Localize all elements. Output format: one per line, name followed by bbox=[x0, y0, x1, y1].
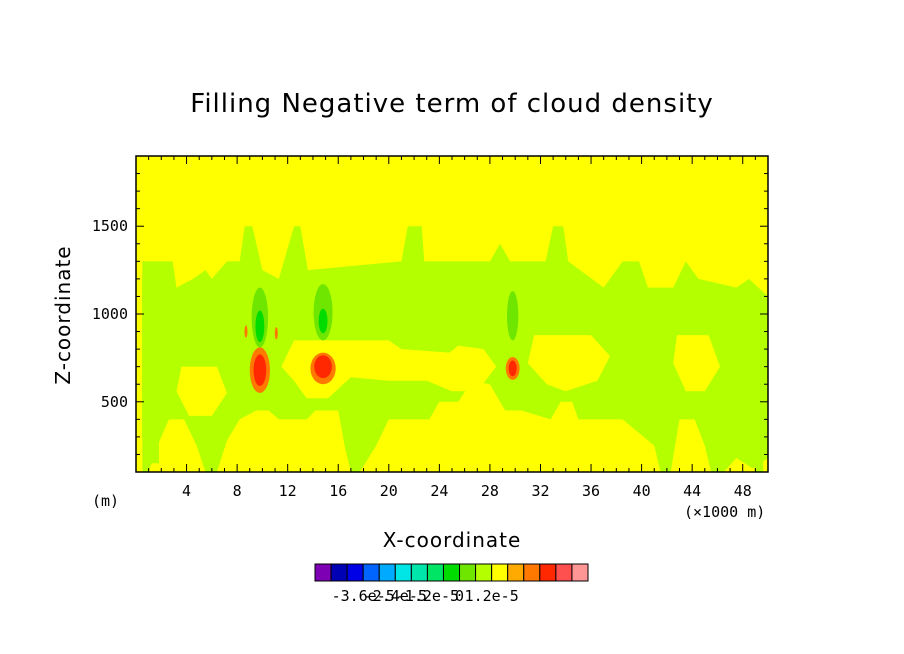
x-tick-labels: 4 8 12 16 20 24 28 32 36 40 44 48 bbox=[182, 482, 752, 500]
chart-title: Filling Negative term of cloud density bbox=[190, 89, 714, 119]
neutral-region bbox=[527, 335, 610, 392]
contour-core bbox=[253, 354, 267, 386]
colorbar-labels: -3.6e-5-2.4e-5-1.2e-50 1.2e-5 bbox=[332, 587, 519, 605]
x-tick-label: 28 bbox=[481, 482, 499, 500]
contour-core bbox=[274, 327, 278, 340]
colorbar-swatch bbox=[362, 563, 380, 582]
colorbar-swatch bbox=[346, 563, 364, 582]
x-tick-label: 8 bbox=[233, 482, 242, 500]
contour-core bbox=[244, 325, 248, 338]
contour-core bbox=[318, 308, 328, 334]
x-tick-label: 44 bbox=[683, 482, 701, 500]
x-tick-label: 12 bbox=[279, 482, 297, 500]
x-tick-label: 20 bbox=[380, 482, 398, 500]
weak-negative-streak bbox=[746, 296, 755, 455]
x-tick-label: 36 bbox=[582, 482, 600, 500]
neutral-region bbox=[281, 340, 497, 399]
y-tick-label: 500 bbox=[101, 393, 128, 411]
x-unit-right: (×1000 m) bbox=[684, 503, 765, 521]
contour-fill bbox=[136, 156, 768, 472]
plot-area bbox=[135, 155, 769, 473]
neutral-region bbox=[176, 366, 228, 416]
x-tick-label: 16 bbox=[329, 482, 347, 500]
x-tick-label: 32 bbox=[531, 482, 549, 500]
x-tick-label: 24 bbox=[430, 482, 448, 500]
colorbar-swatch bbox=[571, 563, 589, 582]
colorbar-label: -2.4e-5 bbox=[364, 587, 427, 605]
colorbar-swatch bbox=[475, 563, 493, 582]
weak-negative-streak bbox=[150, 331, 159, 464]
colorbar-swatch bbox=[378, 563, 396, 582]
colorbar-label: 0 bbox=[455, 587, 464, 605]
colorbar-swatch bbox=[459, 563, 477, 582]
contour-core bbox=[506, 291, 519, 341]
colorbar-swatch bbox=[394, 563, 412, 582]
colorbar-swatch bbox=[314, 563, 332, 582]
colorbar-label: 1.2e-5 bbox=[465, 587, 519, 605]
x-axis-label: X-coordinate bbox=[383, 528, 522, 552]
colorbar-swatch bbox=[410, 563, 428, 582]
y-tick-labels: 500 1000 1500 bbox=[92, 217, 128, 411]
colorbar-swatch bbox=[539, 563, 557, 582]
colorbar-label: -3.6e-5 bbox=[332, 587, 395, 605]
weak-negative-streak bbox=[723, 314, 732, 455]
contour-core bbox=[508, 360, 517, 377]
neutral-region bbox=[673, 335, 720, 392]
colorbar-swatch bbox=[491, 563, 509, 582]
x-tick-label: 48 bbox=[734, 482, 752, 500]
colorbar bbox=[314, 563, 589, 582]
x-tick-label: 40 bbox=[633, 482, 651, 500]
y-tick-label: 1500 bbox=[92, 217, 128, 235]
y-tick-label: 1000 bbox=[92, 305, 128, 323]
colorbar-swatch bbox=[523, 563, 541, 582]
weak-negative-streak bbox=[755, 331, 764, 472]
contour-core bbox=[255, 310, 265, 343]
weak-negative-streak bbox=[142, 278, 151, 437]
colorbar-swatch bbox=[426, 563, 444, 582]
y-axis-label: Z-coordinate bbox=[51, 245, 75, 384]
colorbar-swatch bbox=[507, 563, 525, 582]
colorbar-swatch bbox=[442, 563, 461, 582]
colorbar-swatch bbox=[330, 563, 348, 582]
contour-core bbox=[314, 355, 332, 379]
x-unit-left: (m) bbox=[92, 492, 119, 510]
x-tick-label: 4 bbox=[182, 482, 191, 500]
colorbar-swatch bbox=[555, 563, 573, 582]
colorbar-label: -1.2e-5 bbox=[396, 587, 459, 605]
